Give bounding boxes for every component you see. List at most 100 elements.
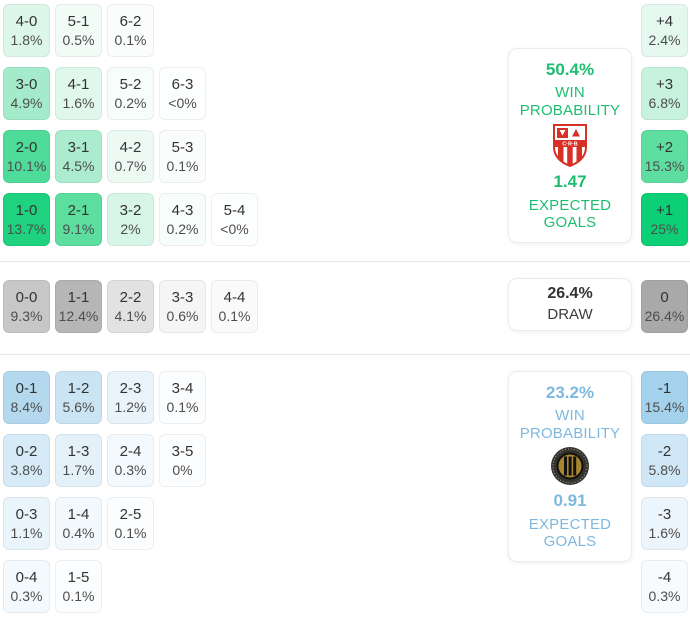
goal-diff-cell: -3 1.6% bbox=[641, 497, 688, 550]
score-label: 3-4 bbox=[171, 379, 194, 397]
score-cell: 0-2 3.8% bbox=[3, 434, 50, 487]
score-cell: 2-0 10.1% bbox=[3, 130, 50, 183]
score-label: 0-1 bbox=[15, 379, 38, 397]
score-label: 1-1 bbox=[67, 288, 90, 306]
probability-label: 15.3% bbox=[644, 158, 685, 175]
goal-diff-label: +1 bbox=[655, 201, 674, 219]
probability-label: 5.8% bbox=[648, 462, 681, 479]
probability-label: 10.1% bbox=[6, 158, 47, 175]
away-win-probability-panel: 23.2% WIN PROBABILITY 0.91 EXPECTED GOAL… bbox=[508, 371, 632, 562]
goal-diff-label: +4 bbox=[655, 12, 674, 30]
score-cell: 3-3 0.6% bbox=[159, 280, 206, 333]
probability-label: 1.1% bbox=[10, 525, 43, 542]
score-grid-row: 3-0 4.9% 4-1 1.6% 5-2 0.2% 6-3 <0% bbox=[3, 67, 206, 120]
score-label: 5-1 bbox=[67, 12, 90, 30]
score-label: 1-5 bbox=[67, 568, 90, 586]
score-label: 5-4 bbox=[223, 201, 246, 219]
score-cell: 1-0 13.7% bbox=[3, 193, 50, 246]
score-cell: 4-4 0.1% bbox=[211, 280, 258, 333]
score-label: 4-0 bbox=[15, 12, 38, 30]
probability-label: 4.5% bbox=[62, 158, 95, 175]
score-cell: 2-3 1.2% bbox=[107, 371, 154, 424]
probability-label: 3.8% bbox=[10, 462, 43, 479]
probability-label: 15.4% bbox=[644, 399, 685, 416]
home-win-probability-value: 50.4% bbox=[545, 59, 595, 79]
goal-diff-label: 0 bbox=[660, 288, 669, 306]
probability-label: 5.6% bbox=[62, 399, 95, 416]
score-cell: 1-1 12.4% bbox=[55, 280, 102, 333]
score-label: 2-1 bbox=[67, 201, 90, 219]
score-label: 2-3 bbox=[119, 379, 142, 397]
score-cell: 6-3 <0% bbox=[159, 67, 206, 120]
goal-diff-cell: +2 15.3% bbox=[641, 130, 688, 183]
score-label: 0-4 bbox=[15, 568, 38, 586]
score-label: 4-3 bbox=[171, 201, 194, 219]
probability-label: 8.4% bbox=[10, 399, 43, 416]
score-cell: 3-2 2% bbox=[107, 193, 154, 246]
probability-label: 0.1% bbox=[218, 308, 251, 325]
score-grid-row: 0-1 8.4% 1-2 5.6% 2-3 1.2% 3-4 0.1% bbox=[3, 371, 206, 424]
goal-diff-label: -3 bbox=[657, 505, 672, 523]
probability-label: 4.9% bbox=[10, 95, 43, 112]
score-cell: 2-4 0.3% bbox=[107, 434, 154, 487]
score-label: 0-3 bbox=[15, 505, 38, 523]
score-cell: 5-2 0.2% bbox=[107, 67, 154, 120]
probability-label: 1.8% bbox=[10, 32, 43, 49]
probability-label: 0.2% bbox=[114, 95, 147, 112]
score-label: 2-4 bbox=[119, 442, 142, 460]
probability-label: 12.4% bbox=[58, 308, 99, 325]
draw-probability-panel: 26.4% DRAW bbox=[508, 278, 632, 331]
away-win-probability-value: 23.2% bbox=[545, 382, 595, 402]
score-cell: 2-1 9.1% bbox=[55, 193, 102, 246]
expected-goals-label: EXPECTED GOALS bbox=[528, 196, 612, 232]
probability-label: <0% bbox=[168, 95, 197, 112]
probability-label: 0.2% bbox=[166, 221, 199, 238]
score-label: 1-2 bbox=[67, 379, 90, 397]
score-label: 6-3 bbox=[171, 75, 194, 93]
score-label: 3-1 bbox=[67, 138, 90, 156]
probability-label: 0.3% bbox=[10, 588, 43, 605]
probability-label: 26.4% bbox=[644, 308, 685, 325]
draw-probability-value: 26.4% bbox=[547, 285, 593, 303]
score-grid-row: 0-4 0.3% 1-5 0.1% bbox=[3, 560, 102, 613]
probability-label: <0% bbox=[220, 221, 249, 238]
score-label: 6-2 bbox=[119, 12, 142, 30]
probability-label: 0.1% bbox=[166, 158, 199, 175]
score-label: 1-0 bbox=[15, 201, 38, 219]
score-grid-row: 2-0 10.1% 3-1 4.5% 4-2 0.7% 5-3 0.1% bbox=[3, 130, 206, 183]
score-cell: 2-2 4.1% bbox=[107, 280, 154, 333]
probability-label: 0.3% bbox=[648, 588, 681, 605]
away-expected-goals-value: 0.91 bbox=[553, 491, 587, 511]
score-label: 4-1 bbox=[67, 75, 90, 93]
probability-label: 0% bbox=[172, 462, 193, 479]
score-cell: 3-0 4.9% bbox=[3, 67, 50, 120]
goal-diff-cell: -4 0.3% bbox=[641, 560, 688, 613]
score-cell: 0-0 9.3% bbox=[3, 280, 50, 333]
score-cell: 4-3 0.2% bbox=[159, 193, 206, 246]
score-label: 5-3 bbox=[171, 138, 194, 156]
section-divider bbox=[0, 261, 690, 262]
expected-goals-label: EXPECTED GOALS bbox=[528, 515, 612, 551]
score-label: 0-0 bbox=[15, 288, 38, 306]
win-label: WIN PROBABILITY bbox=[519, 84, 621, 119]
goal-diff-cell: +4 2.4% bbox=[641, 4, 688, 57]
probability-label: 0.1% bbox=[114, 525, 147, 542]
probability-label: 9.1% bbox=[62, 221, 95, 238]
score-cell: 0-3 1.1% bbox=[3, 497, 50, 550]
probability-label: 9.3% bbox=[10, 308, 43, 325]
probability-label: 1.6% bbox=[62, 95, 95, 112]
score-cell: 0-1 8.4% bbox=[3, 371, 50, 424]
score-label: 2-0 bbox=[15, 138, 38, 156]
score-label: 3-0 bbox=[15, 75, 38, 93]
score-label: 4-4 bbox=[223, 288, 246, 306]
goal-diff-label: -1 bbox=[657, 379, 672, 397]
probability-label: 25% bbox=[650, 221, 679, 238]
probability-label: 4.1% bbox=[114, 308, 147, 325]
score-cell: 1-2 5.6% bbox=[55, 371, 102, 424]
score-cell: 4-1 1.6% bbox=[55, 67, 102, 120]
probability-label: 1.7% bbox=[62, 462, 95, 479]
goal-diff-cell: -1 15.4% bbox=[641, 371, 688, 424]
score-cell: 1-3 1.7% bbox=[55, 434, 102, 487]
score-label: 2-2 bbox=[119, 288, 142, 306]
section-divider bbox=[0, 354, 690, 355]
